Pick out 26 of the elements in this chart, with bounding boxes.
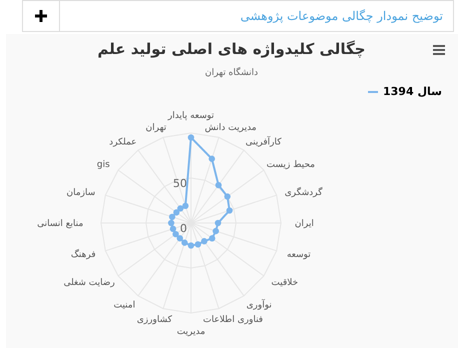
y-tick-label: 0 (180, 222, 187, 235)
chart-title: چگالی کلیدواژه های اصلی تولید علم (96, 40, 366, 58)
chart-subtitle: دانشگاه تهران (204, 68, 260, 78)
spoke-label: گردشگری (284, 186, 324, 198)
spoke-label: خلاقیت (271, 278, 298, 288)
spoke-label: ایران (294, 219, 314, 229)
spoke-label: کشاورزی (136, 314, 173, 325)
spoke-label: فرهنگ (70, 248, 96, 260)
spoke-label: مدیریت دانش (204, 123, 257, 134)
spoke-label: gis (96, 160, 110, 170)
legend-label: سال 1394 (383, 85, 442, 98)
spoke-label: محیط زیست (266, 160, 316, 170)
spoke-label: رضایت شغلی (64, 278, 115, 288)
spoke-label: عملکرد (109, 137, 137, 148)
spoke-label: سازمان (66, 188, 96, 198)
spoke-label: منابع انسانی (37, 219, 84, 229)
spoke-label: مدیریت (176, 326, 206, 337)
spoke-label: فناوری اطلاعات (202, 314, 263, 325)
spoke-label: کارآفرینی (246, 135, 282, 148)
text: توضیح نمودار چگالی موضوعات پژوهشی (240, 9, 443, 23)
y-tick-label: 50 (173, 177, 187, 190)
spoke-label: توسعه (286, 250, 312, 260)
spoke-label: توسعه پایدار (166, 111, 215, 122)
spoke-label: امنیت (114, 300, 136, 311)
spoke-label: نوآوری (246, 298, 272, 311)
spoke-label: تهران (146, 123, 167, 134)
